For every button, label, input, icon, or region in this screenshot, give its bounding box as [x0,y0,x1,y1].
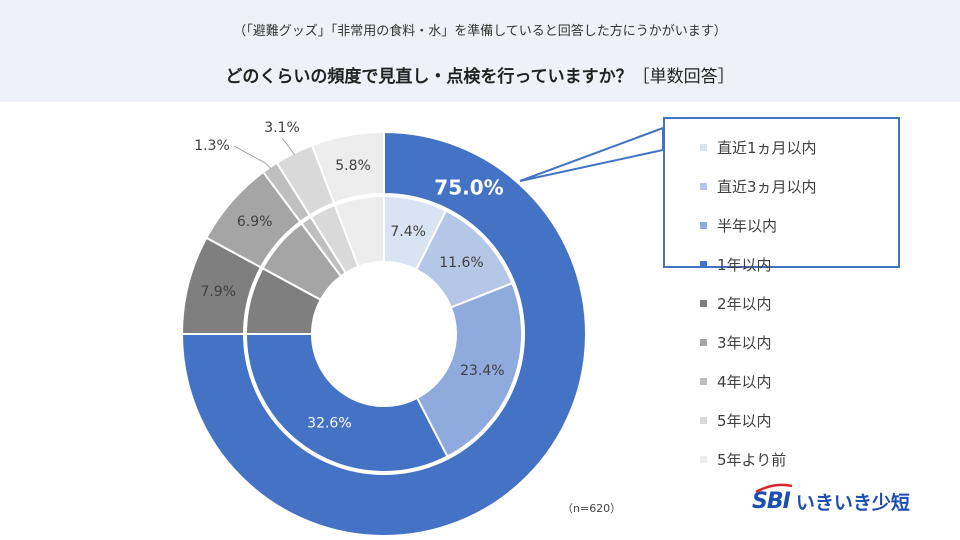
answer-type-tag: ［単数回答］ [632,67,735,87]
legend-swatch [700,183,707,190]
legend-item: 5年より前 [700,440,817,479]
legend-item: 3年以内 [700,323,817,362]
logo-text: いきいき少短 [795,492,910,514]
inner-remainder-slice [333,194,385,269]
outer-slice [180,130,587,537]
legend-label: 5年より前 [717,451,787,469]
legend-label: 3年以内 [717,334,772,352]
chart-subtitle: （「避難グッズ」「非常用の食料・水」を準備していると回答した方にうかがいます） [233,24,727,39]
logo-swoosh-icon [755,483,793,494]
legend-label: 直近1ヵ月以内 [717,139,817,157]
inner-slice-label: 11.6% [439,255,483,271]
logo-mark: SBI [752,489,791,514]
outer-slice-label: 75.0% [434,176,503,200]
legend-label: 半年以内 [717,217,778,235]
legend-swatch [700,378,707,385]
legend-swatch [700,339,707,346]
inner-slice [415,281,523,458]
legend-label: 2年以内 [717,295,772,313]
legend-item: 半年以内 [700,206,817,245]
outer-slice-label: 6.9% [237,214,273,230]
inner-slice-label: 23.4% [460,363,504,379]
legend-item: 4年以内 [700,362,817,401]
legend-swatch [700,456,707,463]
inner-slice [244,333,449,473]
legend: 直近1ヵ月以内 直近3ヵ月以内 半年以内 1年以内 2年以内 3年以内 4年以内 5年以内 5年… [700,128,817,479]
legend-item: 1年以内 [700,245,817,284]
chart-title-text: どのくらいの頻度で見直し・点検を行っていますか？ [225,67,633,87]
outer-slice-label: 1.3% [194,138,230,154]
legend-label: 直近3ヵ月以内 [717,178,817,196]
outer-slice-label: 5.8% [335,158,371,174]
chart-title: どのくらいの頻度で見直し・点検を行っていますか？［単数回答］ [0,62,960,87]
legend-item: 2年以内 [700,284,817,323]
outer-slice [310,130,385,205]
legend-swatch [700,417,707,424]
legend-label: 1年以内 [717,256,772,274]
legend-swatch [700,222,707,229]
legend-swatch [700,300,707,307]
inner-slice-label: 7.4% [390,224,426,240]
header-band: （「避難グッズ」「非常用の食料・水」を準備していると回答した方にうかがいます） … [0,0,960,102]
legend-swatch [700,144,707,151]
inner-slice-label: 32.6% [307,416,351,432]
callout-pointer [519,126,664,182]
legend-highlight-box [663,117,900,268]
legend-label: 4年以内 [717,373,772,391]
outer-slice-label: 7.9% [200,284,236,300]
legend-item: 5年以内 [700,401,817,440]
leader-line [281,137,296,156]
legend-item: 直近1ヵ月以内 [700,128,817,167]
legend-item: 直近3ヵ月以内 [700,167,817,206]
legend-swatch [700,261,707,268]
leader-line [233,145,272,170]
legend-label: 5年以内 [717,412,772,430]
sample-size-note: （n=620） [562,502,622,515]
outer-slice-label: 3.1% [264,120,300,136]
company-logo: SBI いきいき少短 [752,483,910,515]
